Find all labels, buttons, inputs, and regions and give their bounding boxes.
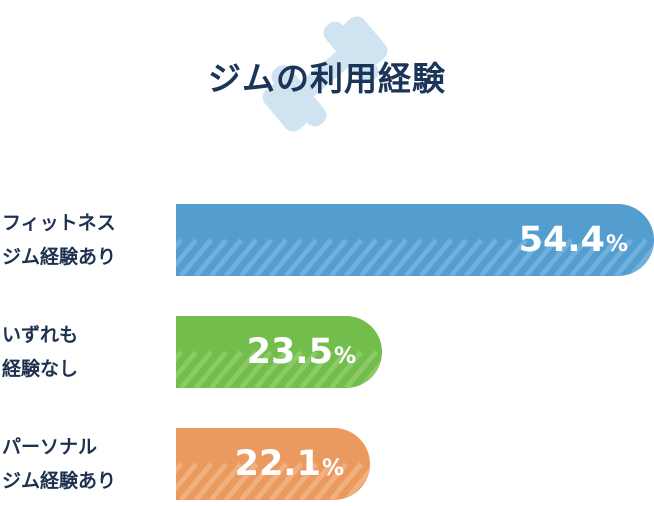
category-label-line: フィットネス (2, 212, 116, 234)
data-label: 23.5% (176, 316, 356, 388)
bar-row: いずれも 経験なし 23.5% (0, 316, 654, 388)
data-label-value: 23.5 (246, 331, 333, 372)
category-label: フィットネス ジム経験あり (2, 204, 174, 276)
data-label-unit: % (333, 344, 356, 369)
chart-header: ジムの利用経験 (0, 0, 654, 150)
data-label-value: 22.1 (234, 443, 321, 484)
data-label-unit: % (605, 232, 628, 257)
data-label-value: 54.4 (518, 219, 605, 260)
dumbbell-icon (262, 16, 388, 132)
bar-row: フィットネス ジム経験あり 54.4% (0, 204, 654, 276)
bar-stripes (176, 462, 370, 500)
category-label-line: ジム経験あり (2, 246, 117, 268)
data-label: 22.1% (176, 428, 344, 500)
bar-stripes (176, 238, 654, 276)
category-label-line: 経験なし (2, 358, 79, 380)
bar (176, 204, 654, 276)
category-label: パーソナルジム経験あり (2, 428, 174, 500)
category-label: いずれも 経験なし (2, 316, 174, 388)
category-label-line: ジム経験あり (2, 470, 117, 492)
category-label-line: いずれも (2, 324, 79, 346)
bar-graphic (176, 428, 370, 500)
data-label-unit: % (321, 456, 344, 481)
category-label-line: パーソナル (2, 436, 98, 458)
chart-title: ジムの利用経験 (208, 59, 446, 98)
bar-graphic (176, 316, 382, 388)
data-label: 54.4% (176, 204, 628, 276)
bar-row: パーソナル ジム経験あり 22.1% (0, 428, 654, 500)
bar-graphic (176, 204, 654, 276)
